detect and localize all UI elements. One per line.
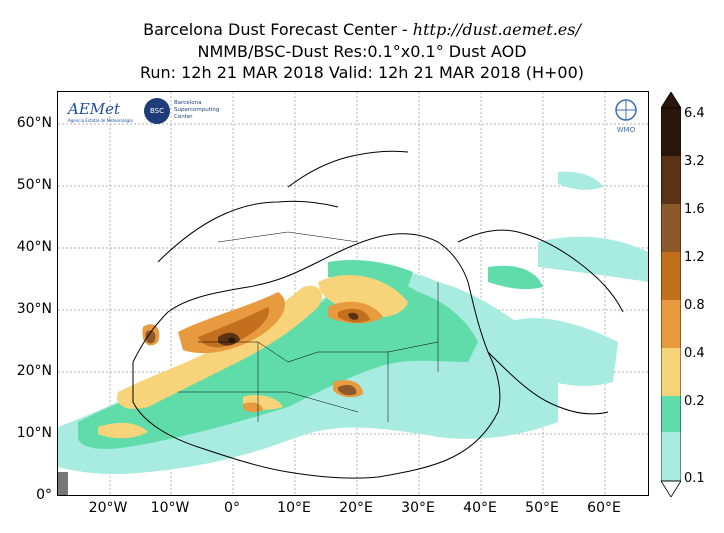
colorbar-swatch-0.2: [661, 396, 681, 432]
map-subtitle-run: Run: 12h 21 MAR 2018 Valid: 12h 21 MAR 2…: [139, 63, 585, 82]
wmo-logo: WMO: [606, 98, 646, 138]
lat-tick-40n: 40°N: [16, 239, 52, 255]
lon-tick-10e: 10°E: [277, 500, 311, 516]
colorbar-swatch-0.1: [661, 432, 681, 481]
colorbar-label-1.6: 1.6: [684, 202, 705, 217]
lon-tick-0: 0°: [224, 500, 240, 516]
aemet-logo-subtext: Agencia Estatal de Meteorología: [68, 118, 133, 123]
lon-tick-50e: 50°E: [525, 500, 559, 516]
lon-tick-30e: 30°E: [401, 500, 435, 516]
colorbar-swatch-0.8: [661, 300, 681, 348]
lat-tick-0: 0°: [36, 487, 52, 503]
colorbar-label-0.8: 0.8: [684, 298, 705, 313]
wmo-emblem-icon: [615, 99, 637, 121]
map-title: Barcelona Dust Forecast Center - http://…: [0, 20, 724, 40]
bsc-logo: BSC Barcelona Supercomputing Center: [144, 98, 234, 128]
title-url: http://dust.aemet.es/: [412, 20, 581, 39]
lon-tick-10w: 10°W: [150, 500, 190, 516]
colorbar-swatch-6.4: [661, 108, 681, 156]
wmo-logo-text: WMO: [616, 126, 636, 134]
aemet-logo: AEMet Agencia Estatal de Meteorología: [68, 100, 133, 128]
colorbar-swatch-1.6: [661, 204, 681, 252]
coastlines: [132, 150, 624, 479]
lon-tick-20e: 20°E: [339, 500, 373, 516]
lat-tick-50n: 50°N: [16, 177, 52, 193]
lat-tick-30n: 30°N: [16, 301, 52, 317]
lat-tick-10n: 10°N: [16, 425, 52, 441]
lon-tick-40e: 40°E: [463, 500, 497, 516]
dust-aod-fields: [58, 171, 648, 475]
colorbar-max-arrow: [661, 92, 681, 109]
colorbar-min-arrow: [661, 480, 681, 497]
colorbar-label-3.2: 3.2: [684, 154, 705, 169]
colorbar-swatch-1.2: [661, 252, 681, 300]
map-subtitle-model: NMMB/BSC-Dust Res:0.1°x0.1° Dust AOD: [197, 42, 527, 61]
bsc-logo-text: Barcelona Supercomputing Center: [174, 100, 220, 120]
colorbar-label-0.4: 0.4: [684, 346, 705, 361]
lon-tick-20w: 20°W: [88, 500, 128, 516]
colorbar-label-6.4: 6.4: [684, 106, 705, 121]
aemet-logo-text: AEMet: [68, 100, 121, 118]
lat-tick-20n: 20°N: [16, 363, 52, 379]
bsc-logo-abbr: BSC: [149, 107, 164, 115]
no-data-patch: [58, 472, 68, 495]
lat-tick-60n: 60°N: [16, 115, 52, 131]
aod-colorbar: [661, 92, 681, 497]
lon-tick-60e: 60°E: [587, 500, 621, 516]
colorbar-swatch-0.4: [661, 348, 681, 396]
colorbar-label-1.2: 1.2: [684, 250, 705, 265]
bsc-logo-circle: BSC: [144, 98, 170, 124]
title-text: Barcelona Dust Forecast Center -: [143, 20, 413, 39]
colorbar-label-0.1: 0.1: [684, 471, 705, 486]
dust-aod-map: AEMet Agencia Estatal de Meteorología BS…: [57, 91, 649, 496]
colorbar-swatch-3.2: [661, 156, 681, 204]
map-svg: [58, 92, 648, 495]
colorbar-label-0.2: 0.2: [684, 394, 705, 409]
country-borders: [178, 231, 439, 422]
